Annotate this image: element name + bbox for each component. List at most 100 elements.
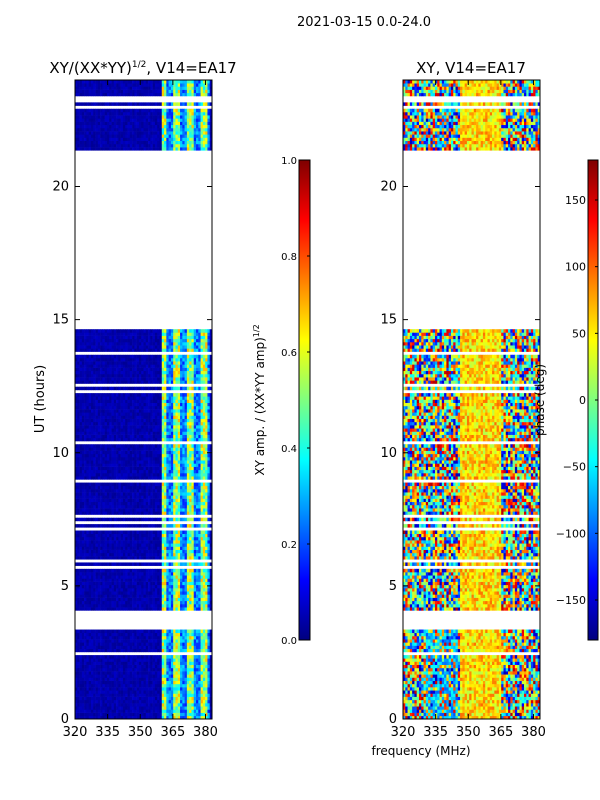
heatmap-cell	[184, 469, 188, 474]
heatmap-cell	[148, 453, 151, 458]
heatmap-cell	[79, 690, 83, 694]
heatmap-cell	[141, 683, 144, 688]
heatmap-cell	[93, 683, 96, 688]
heatmap-cell	[182, 469, 185, 474]
heatmap-cell	[191, 463, 195, 467]
heatmap-cell	[118, 594, 121, 598]
heatmap-cell	[161, 418, 165, 423]
heatmap-cell	[132, 658, 135, 662]
heatmap-cell	[95, 552, 99, 557]
heatmap-cell	[95, 706, 99, 710]
heatmap-cell	[77, 642, 80, 646]
heatmap-cell	[186, 632, 190, 637]
heatmap-cell	[159, 495, 163, 499]
heatmap-cell	[184, 712, 188, 717]
heatmap-cell	[186, 543, 190, 547]
heatmap-cell	[173, 693, 176, 697]
heatmap-cell	[102, 501, 105, 506]
heatmap-cell	[134, 594, 137, 598]
heatmap-cell	[86, 562, 89, 566]
heatmap-cell	[150, 683, 153, 688]
heatmap-cell	[134, 683, 137, 688]
heatmap-cell	[173, 485, 176, 490]
heatmap-cell	[122, 578, 126, 582]
heatmap-cell	[157, 667, 160, 672]
heatmap-cell	[120, 639, 124, 643]
heatmap-cell	[111, 421, 115, 426]
heatmap-cell	[175, 517, 179, 522]
heatmap-cell	[166, 594, 169, 598]
heatmap-cell	[154, 575, 158, 579]
heatmap-cell	[202, 648, 206, 653]
heatmap-cell	[205, 492, 208, 496]
heatmap-cell	[90, 687, 94, 691]
heatmap-cell	[132, 457, 135, 461]
heatmap-cell	[79, 508, 83, 512]
heatmap-cell	[196, 680, 199, 685]
heatmap-cell	[134, 712, 137, 717]
heatmap-cell	[157, 421, 160, 426]
heatmap-cell	[143, 594, 147, 598]
heatmap-cell	[198, 635, 201, 640]
heatmap-cell	[75, 508, 78, 512]
heatmap-cell	[79, 447, 83, 451]
heatmap-cell	[173, 635, 176, 640]
heatmap-cell	[113, 658, 117, 662]
heatmap-cell	[161, 594, 165, 598]
heatmap-cell	[159, 463, 163, 467]
heatmap-cell	[189, 482, 192, 487]
heatmap-cell	[102, 712, 105, 717]
heatmap-cell	[81, 533, 85, 538]
heatmap-cell	[207, 661, 211, 665]
heatmap-cell	[102, 543, 105, 547]
heatmap-cell	[111, 642, 115, 646]
heatmap-cell	[75, 556, 78, 560]
heatmap-cell	[191, 703, 195, 707]
heatmap-cell	[125, 655, 128, 659]
heatmap-cell	[209, 683, 213, 688]
heatmap-cell	[81, 645, 85, 650]
heatmap-cell	[191, 594, 195, 598]
heatmap-cell	[154, 683, 158, 688]
heatmap-cell	[104, 453, 108, 458]
heatmap-cell	[180, 409, 183, 413]
heatmap-cell	[191, 488, 195, 493]
heatmap-cell	[196, 674, 199, 678]
heatmap-cell	[152, 703, 156, 707]
heatmap-cell	[191, 444, 195, 448]
heatmap-cell	[205, 578, 208, 582]
heatmap-cell	[88, 444, 92, 448]
heatmap-cell	[154, 536, 158, 541]
heatmap-cell	[209, 575, 213, 579]
heatmap-cell	[193, 437, 197, 442]
heatmap-cell	[157, 552, 160, 557]
heatmap-cell	[177, 648, 181, 653]
heatmap-cell	[196, 511, 199, 515]
heatmap-cell	[113, 597, 117, 602]
heatmap-cell	[157, 690, 160, 694]
heatmap-cell	[175, 677, 179, 681]
heatmap-cell	[79, 597, 83, 602]
heatmap-cell	[198, 425, 201, 429]
heatmap-cell	[150, 572, 153, 576]
heatmap-cell	[170, 597, 174, 602]
heatmap-cell	[159, 629, 163, 634]
heatmap-cell	[81, 517, 85, 522]
heatmap-cell	[93, 677, 96, 681]
heatmap-cell	[154, 457, 158, 461]
heatmap-cell	[159, 600, 163, 605]
heatmap-cell	[125, 466, 128, 471]
heatmap-cell	[186, 683, 190, 688]
heatmap-cell	[170, 409, 174, 413]
heatmap-cell	[168, 488, 172, 493]
heatmap-cell	[157, 607, 160, 611]
heatmap-cell	[118, 639, 121, 643]
heatmap-cell	[166, 431, 169, 435]
heatmap-cell	[116, 709, 119, 713]
heatmap-cell	[116, 457, 119, 461]
heatmap-cell	[175, 600, 179, 605]
heatmap-cell	[90, 562, 94, 566]
heatmap-cell	[86, 655, 89, 659]
heatmap-cell	[198, 584, 201, 589]
heatmap-cell	[148, 546, 151, 550]
